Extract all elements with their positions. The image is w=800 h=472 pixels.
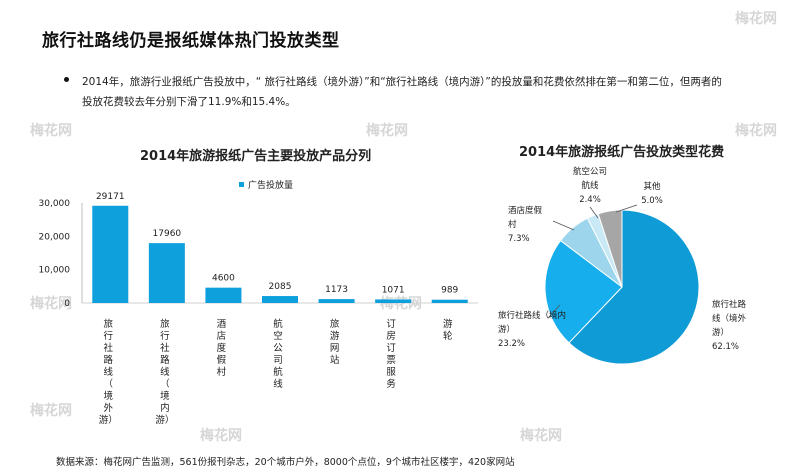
bar [205,287,242,303]
watermark: 梅花网 [200,428,242,444]
bar [431,299,468,303]
y-tick-label: 30,000 [39,199,71,209]
category-label: 游轮 [443,318,453,342]
pie-leader-line [547,304,561,319]
bullet-dot [64,77,69,82]
bar-value-label: 17960 [153,229,182,239]
pie-slice [544,239,623,344]
bullet-line: 2014年，旅游行业报纸广告投放中，“ 旅行社路线（境外游）”和“旅行社路线（境… [82,76,722,88]
bar [318,299,355,303]
page-title: 旅行社路线仍是报纸媒体热门投放类型 [42,31,340,51]
watermark: 梅花网 [735,11,777,27]
category-label: 订房订票服务 [386,319,396,390]
bar-value-label: 1173 [325,285,348,295]
bullet-line: 投放花费较去年分别下滑了11.9%和15.4%。 [82,96,296,108]
watermark: 梅花网 [30,403,72,419]
pie-leader-line [589,206,599,219]
data-source-note: 数据来源：梅花网广告监测，561份报刊杂志，20个城市户外，8000个点位，9个… [56,457,515,468]
bar-value-label: 4600 [212,274,235,284]
legend-swatch [239,182,244,187]
watermark: 梅花网 [30,296,72,312]
watermark: 梅花网 [735,123,777,139]
bar-value-label: 2085 [269,282,292,292]
pie-leader-line [615,204,638,213]
bar [262,296,298,303]
bar-value-label: 989 [441,286,458,296]
watermark: 梅花网 [30,123,72,139]
bar [92,205,129,303]
y-tick-label: 10,000 [39,266,71,276]
category-label: 酒店度假村 [217,319,227,378]
category-label: 航空公司航线 [273,318,283,390]
pie-slice-label: 旅行社路线（境内游） 23.2% [498,310,566,349]
category-label: 旅游网站 [330,318,340,366]
bar-chart-title: 2014年旅游报纸广告主要投放产品分列 [140,149,372,164]
pie-slice [568,209,700,365]
pie-slice-label: 其他 5.0% [641,181,663,206]
bullet-paragraph: 2014年，旅游行业报纸广告投放中，“ 旅行社路线（境外游）”和“旅行社路线（境… [64,72,732,112]
pie-slice-label: 酒店度假村 7.3% [508,205,543,244]
bar [148,243,185,303]
y-tick-label: 0 [64,299,70,309]
legend-label: 广告投放量 [248,179,293,191]
bar-value-label: 1071 [382,285,405,295]
bar-value-label: 29171 [96,192,125,202]
bar [375,299,412,303]
watermark: 梅花网 [520,428,562,444]
category-label: 旅行社路线（境外游） [99,318,118,426]
pie-chart-title: 2014年旅游报纸广告投放类型花费 [519,145,725,160]
category-label: 旅行社路线（境内游） [155,318,174,426]
y-tick-label: 20,000 [39,232,71,242]
watermark: 梅花网 [366,123,408,139]
pie-slice-label: 航空公司航线 2.4% [573,166,607,205]
pie-leader-line [552,220,575,231]
pie-slice-label: 旅行社路线（境外游） 62.1% [712,299,747,352]
